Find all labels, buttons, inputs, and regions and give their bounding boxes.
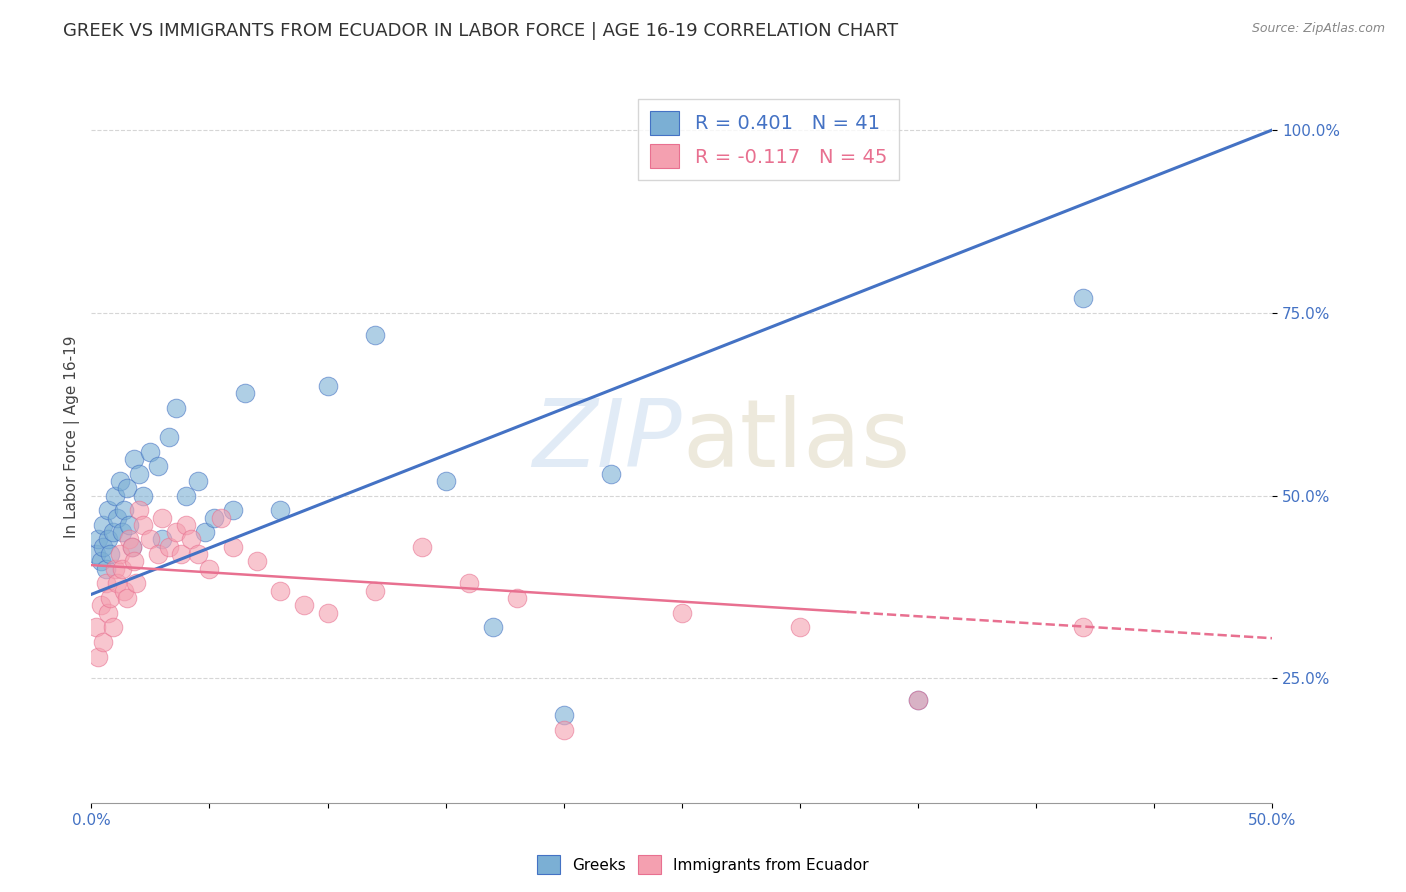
Point [97, 533, 120, 547]
Point [600, 467, 623, 481]
Point [118, 533, 141, 547]
Point [111, 525, 134, 540]
Point [105, 510, 128, 524]
Point [122, 554, 145, 568]
Point [180, 533, 202, 547]
Point [202, 510, 225, 524]
Text: ZIP: ZIP [533, 395, 682, 486]
Point [1073, 291, 1095, 305]
Point [505, 591, 527, 605]
Point [671, 606, 693, 620]
Point [198, 562, 221, 576]
Point [122, 452, 145, 467]
Point [84, 620, 107, 634]
Point [187, 474, 209, 488]
Point [139, 444, 162, 458]
Point [553, 723, 575, 737]
Point [111, 562, 134, 576]
Point [121, 540, 143, 554]
Point [222, 503, 245, 517]
Point [97, 503, 120, 517]
Point [114, 583, 136, 598]
Point [87, 533, 110, 547]
Point [98, 547, 121, 561]
Point [91, 635, 114, 649]
Point [269, 503, 291, 517]
Point [364, 583, 387, 598]
Point [101, 525, 124, 540]
Point [90, 554, 112, 568]
Point [458, 576, 481, 591]
Point [84, 547, 107, 561]
Point [132, 517, 155, 532]
Point [104, 489, 127, 503]
Point [139, 533, 162, 547]
Legend: R = 0.401   N = 41, R = -0.117   N = 45: R = 0.401 N = 41, R = -0.117 N = 45 [638, 99, 898, 180]
Point [233, 386, 256, 401]
Point [157, 430, 180, 444]
Point [194, 525, 217, 540]
Point [105, 576, 128, 591]
Text: Source: ZipAtlas.com: Source: ZipAtlas.com [1251, 22, 1385, 36]
Point [125, 576, 148, 591]
Point [101, 620, 124, 634]
Text: GREEK VS IMMIGRANTS FROM ECUADOR IN LABOR FORCE | AGE 16-19 CORRELATION CHART: GREEK VS IMMIGRANTS FROM ECUADOR IN LABO… [63, 22, 898, 40]
Point [411, 540, 433, 554]
Point [91, 540, 114, 554]
Point [121, 540, 143, 554]
Point [907, 693, 929, 707]
Point [104, 562, 127, 576]
Point [209, 510, 232, 524]
Point [94, 576, 117, 591]
Point [150, 533, 173, 547]
Point [187, 547, 209, 561]
Point [94, 562, 117, 576]
Point [246, 554, 269, 568]
Point [146, 459, 169, 474]
Point [114, 503, 136, 517]
Point [222, 540, 245, 554]
Point [91, 517, 114, 532]
Point [907, 693, 929, 707]
Y-axis label: In Labor Force | Age 16-19: In Labor Force | Age 16-19 [65, 335, 80, 539]
Point [165, 525, 187, 540]
Point [150, 510, 173, 524]
Point [553, 708, 575, 723]
Point [1073, 620, 1095, 634]
Point [174, 489, 197, 503]
Point [87, 649, 110, 664]
Point [170, 547, 193, 561]
Point [316, 606, 339, 620]
Text: atlas: atlas [682, 395, 910, 487]
Point [115, 481, 138, 495]
Point [128, 503, 150, 517]
Point [90, 599, 112, 613]
Point [108, 474, 131, 488]
Point [97, 606, 120, 620]
Point [165, 401, 187, 415]
Point [128, 467, 150, 481]
Point [292, 599, 315, 613]
Point [115, 591, 138, 605]
Point [157, 540, 180, 554]
Point [482, 620, 505, 634]
Point [118, 517, 141, 532]
Point [174, 517, 197, 532]
Point [98, 591, 121, 605]
Point [789, 620, 811, 634]
Point [146, 547, 169, 561]
Point [132, 489, 155, 503]
Point [108, 547, 131, 561]
Point [434, 474, 457, 488]
Point [364, 327, 387, 342]
Point [269, 583, 291, 598]
Point [316, 379, 339, 393]
Legend: Greeks, Immigrants from Ecuador: Greeks, Immigrants from Ecuador [531, 849, 875, 880]
